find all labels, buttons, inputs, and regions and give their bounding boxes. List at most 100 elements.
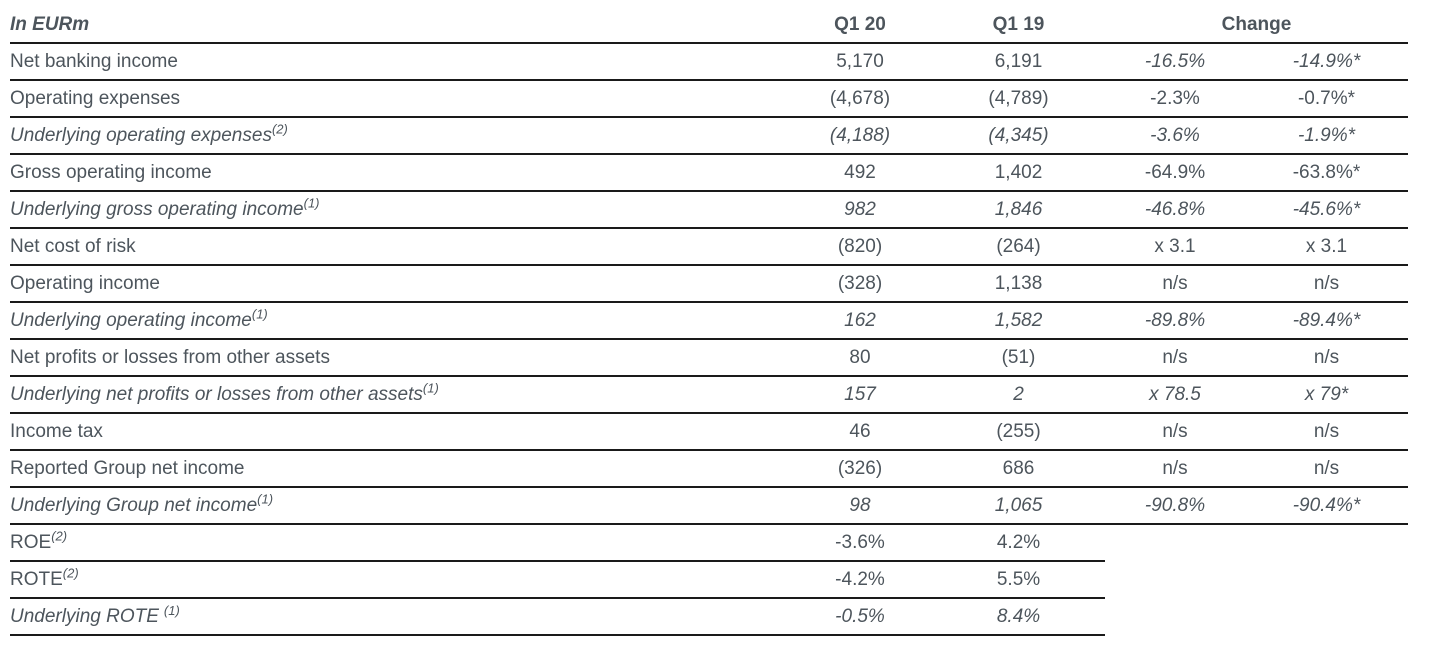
q1-19-value: 1,582 bbox=[932, 302, 1105, 340]
table-row-rote: ROTE(2) -4.2% 5.5% bbox=[10, 561, 1408, 599]
q1-20-value: (326) bbox=[788, 450, 932, 488]
table-row-income-tax: Income tax 46 (255) n/s n/s bbox=[10, 413, 1408, 451]
q1-19-value: 2 bbox=[932, 376, 1105, 414]
q1-19-value: 686 bbox=[932, 450, 1105, 488]
change-star-value: n/s bbox=[1245, 339, 1408, 377]
q1-19-value: 5.5% bbox=[932, 561, 1105, 599]
change-value: n/s bbox=[1105, 413, 1245, 451]
table-row-gross-operating-income: Gross operating income 492 1,402 -64.9% … bbox=[10, 154, 1408, 192]
change-value bbox=[1105, 561, 1245, 598]
table-row-underlying-operating-expenses: Underlying operating expenses(2) (4,188)… bbox=[10, 117, 1408, 155]
q1-19-value: 8.4% bbox=[932, 598, 1105, 636]
table-row-underlying-net-profits-or-losses-from-other-assets: Underlying net profits or losses from ot… bbox=[10, 376, 1408, 414]
q1-19-value: 6,191 bbox=[932, 43, 1105, 81]
q1-19-value: (264) bbox=[932, 228, 1105, 266]
header-row: In EURm Q1 20 Q1 19 Change bbox=[10, 6, 1408, 44]
table-row-net-banking-income: Net banking income 5,170 6,191 -16.5% -1… bbox=[10, 43, 1408, 81]
row-label: ROE bbox=[10, 532, 52, 553]
table-row-underlying-group-net-income: Underlying Group net income(1) 98 1,065 … bbox=[10, 487, 1408, 525]
change-star-value: -14.9%* bbox=[1245, 43, 1408, 81]
row-label: Net cost of risk bbox=[10, 236, 136, 257]
q1-19-value: 4.2% bbox=[932, 524, 1105, 562]
row-label: Underlying net profits or losses from ot… bbox=[10, 384, 423, 405]
table-row-net-profits-or-losses-from-other-assets: Net profits or losses from other assets … bbox=[10, 339, 1408, 377]
change-value bbox=[1105, 598, 1245, 635]
row-label: Net profits or losses from other assets bbox=[10, 347, 330, 368]
financial-results-table: In EURm Q1 20 Q1 19 Change Net banking i… bbox=[10, 6, 1408, 636]
footnote-ref: (1) bbox=[303, 195, 320, 211]
change-star-value: -1.9%* bbox=[1245, 117, 1408, 155]
change-star-value: -0.7%* bbox=[1245, 80, 1408, 118]
change-value: n/s bbox=[1105, 265, 1245, 303]
row-label: Income tax bbox=[10, 421, 103, 442]
column-header-q1-19: Q1 19 bbox=[932, 6, 1105, 44]
q1-20-value: 157 bbox=[788, 376, 932, 414]
row-label: ROTE bbox=[10, 569, 63, 590]
q1-20-value: 98 bbox=[788, 487, 932, 525]
q1-19-value: 1,402 bbox=[932, 154, 1105, 192]
q1-20-value: 46 bbox=[788, 413, 932, 451]
q1-19-value: (4,345) bbox=[932, 117, 1105, 155]
q1-20-value: -4.2% bbox=[788, 561, 932, 599]
change-value: -64.9% bbox=[1105, 154, 1245, 192]
unit-header: In EURm bbox=[10, 6, 788, 44]
change-star-value: x 79* bbox=[1245, 376, 1408, 414]
footnote-ref: (1) bbox=[251, 306, 268, 322]
footnote-ref: (2) bbox=[271, 121, 288, 137]
change-value: -16.5% bbox=[1105, 43, 1245, 81]
row-label: Operating income bbox=[10, 273, 160, 294]
table-row-operating-expenses: Operating expenses (4,678) (4,789) -2.3%… bbox=[10, 80, 1408, 118]
q1-20-value: 5,170 bbox=[788, 43, 932, 81]
q1-20-value: 492 bbox=[788, 154, 932, 192]
q1-20-value: -3.6% bbox=[788, 524, 932, 562]
column-header-q1-20: Q1 20 bbox=[788, 6, 932, 44]
table-row-reported-group-net-income: Reported Group net income (326) 686 n/s … bbox=[10, 450, 1408, 488]
table-row-underlying-gross-operating-income: Underlying gross operating income(1) 982… bbox=[10, 191, 1408, 229]
row-label: Underlying gross operating income bbox=[10, 199, 304, 220]
change-value: n/s bbox=[1105, 339, 1245, 377]
change-star-value: n/s bbox=[1245, 450, 1408, 488]
table-row-underlying-rote: Underlying ROTE (1) -0.5% 8.4% bbox=[10, 598, 1408, 636]
change-star-value: -63.8%* bbox=[1245, 154, 1408, 192]
footnote-ref: (2) bbox=[62, 565, 79, 581]
footnote-ref: (2) bbox=[51, 528, 68, 544]
q1-20-value: (4,188) bbox=[788, 117, 932, 155]
q1-20-value: -0.5% bbox=[788, 598, 932, 636]
q1-20-value: (820) bbox=[788, 228, 932, 266]
change-star-value: n/s bbox=[1245, 413, 1408, 451]
column-header-change: Change bbox=[1105, 6, 1408, 44]
change-star-value: -45.6%* bbox=[1245, 191, 1408, 229]
change-star-value bbox=[1245, 598, 1408, 635]
q1-19-value: 1,065 bbox=[932, 487, 1105, 525]
change-star-value: -90.4%* bbox=[1245, 487, 1408, 525]
row-label: Reported Group net income bbox=[10, 458, 245, 479]
change-star-value: -89.4%* bbox=[1245, 302, 1408, 340]
row-label: Underlying operating expenses bbox=[10, 125, 272, 146]
change-value bbox=[1105, 524, 1245, 561]
row-label: Operating expenses bbox=[10, 88, 181, 109]
row-label: Net banking income bbox=[10, 51, 178, 72]
q1-19-value: (51) bbox=[932, 339, 1105, 377]
q1-20-value: (328) bbox=[788, 265, 932, 303]
change-star-value bbox=[1245, 561, 1408, 598]
change-value: n/s bbox=[1105, 450, 1245, 488]
row-label: Gross operating income bbox=[10, 162, 212, 183]
change-star-value bbox=[1245, 524, 1408, 561]
change-star-value: x 3.1 bbox=[1245, 228, 1408, 266]
table-row-underlying-operating-income: Underlying operating income(1) 162 1,582… bbox=[10, 302, 1408, 340]
footnote-ref: (1) bbox=[257, 491, 274, 507]
row-label: Underlying operating income bbox=[10, 310, 252, 331]
table-row-roe: ROE(2) -3.6% 4.2% bbox=[10, 524, 1408, 562]
q1-20-value: 982 bbox=[788, 191, 932, 229]
change-value: -3.6% bbox=[1105, 117, 1245, 155]
table-row-net-cost-of-risk: Net cost of risk (820) (264) x 3.1 x 3.1 bbox=[10, 228, 1408, 266]
footnote-ref: (1) bbox=[422, 380, 439, 396]
change-value: -2.3% bbox=[1105, 80, 1245, 118]
change-value: x 3.1 bbox=[1105, 228, 1245, 266]
q1-20-value: 80 bbox=[788, 339, 932, 377]
change-value: -90.8% bbox=[1105, 487, 1245, 525]
change-star-value: n/s bbox=[1245, 265, 1408, 303]
q1-20-value: (4,678) bbox=[788, 80, 932, 118]
q1-19-value: (255) bbox=[932, 413, 1105, 451]
row-label: Underlying ROTE bbox=[10, 606, 159, 627]
